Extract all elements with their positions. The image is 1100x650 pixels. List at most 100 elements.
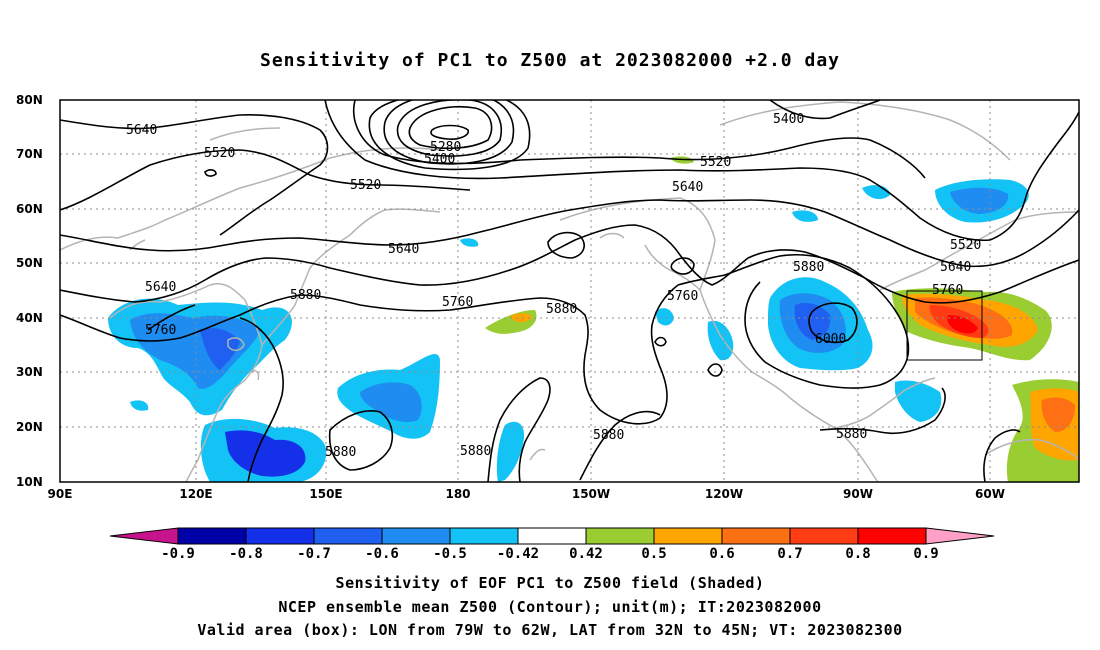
lon-label: 120W [705, 487, 743, 501]
lon-label: 180 [445, 487, 470, 501]
colorbar-swatch [857, 527, 927, 545]
contour-small-2 [670, 257, 695, 275]
colorbar-swatch [381, 527, 451, 545]
plot-border [59, 99, 1080, 483]
contour-label: 5760 [932, 283, 963, 298]
colorbar-label: -0.8 [229, 546, 263, 562]
neg-region-hawaii-north [655, 308, 674, 326]
lat-label: 30N [16, 365, 43, 379]
contour-label: 5520 [204, 146, 235, 161]
caption-line-3: Valid area (box): LON from 79W to 62W, L… [197, 621, 903, 639]
neg-region-small-4 [460, 238, 479, 247]
lon-labels: 90E 120E 150E 180 150W 120W 90W 60W [48, 487, 1005, 501]
contour-label: 5640 [388, 242, 419, 257]
lon-label: 90E [48, 487, 73, 501]
lat-labels: 80N 70N 60N 50N 40N 30N 20N 10N [16, 93, 43, 489]
contour-label: 5880 [460, 444, 491, 459]
neg-region-philippines-core [225, 430, 306, 477]
contour-small-1 [547, 231, 585, 259]
pos-region-atlantic-peak [947, 315, 978, 334]
lat-label: 50N [16, 256, 43, 270]
contour-5520-a [324, 100, 1079, 242]
contour-label-group: 5640 5520 5280 5400 5520 5640 5400 5520 … [126, 112, 981, 460]
valid-area-box [906, 290, 983, 361]
lat-label: 40N [16, 311, 43, 325]
colorbar-swatch [585, 527, 655, 545]
colorbar-swatch [721, 527, 791, 545]
colorbar-label: -0.7 [297, 546, 331, 562]
pos-region-east-atlantic-high [1041, 397, 1075, 432]
lon-label: 90W [843, 487, 873, 501]
neg-region-small-2 [792, 210, 818, 222]
contour-5520-c [204, 169, 217, 177]
contour-5280-center [430, 124, 469, 140]
caption-line-2: NCEP ensemble mean Z500 (Contour); unit(… [278, 598, 822, 616]
contour-5880-a [60, 284, 679, 425]
contour-label: 5640 [126, 123, 157, 138]
contour-5880-b [677, 253, 910, 389]
contour-5400-ne [769, 100, 881, 120]
contour-label: 5520 [950, 238, 981, 253]
contour-label: 5520 [350, 178, 381, 193]
neg-region-baja [707, 320, 734, 361]
neg-region-caribbean [895, 380, 942, 422]
contour-label: 5640 [145, 280, 176, 295]
contour-label: 5760 [145, 323, 176, 338]
colorbar-swatch [313, 527, 383, 545]
contour-small-4 [707, 363, 723, 377]
contour-label: 5880 [546, 302, 577, 317]
lon-label: 150W [572, 487, 610, 501]
lat-label: 10N [16, 475, 43, 489]
lon-label: 150E [309, 487, 342, 501]
contour-label: 5640 [672, 180, 703, 195]
neg-region-us-central-deep [794, 303, 831, 340]
colorbar-swatch [177, 527, 247, 545]
colorbar-label: 0.8 [845, 546, 870, 562]
colorbar-swatch [449, 527, 519, 545]
contour-label: 5880 [593, 428, 624, 443]
contour-5520-b [60, 149, 471, 211]
lat-label: 80N [16, 93, 43, 107]
caption-line-1: Sensitivity of EOF PC1 to Z500 field (Sh… [335, 574, 765, 592]
contour-5280-ring [408, 106, 493, 150]
neg-region-dateline [496, 421, 525, 482]
colorbar-label: -0.6 [365, 546, 399, 562]
colorbar-low-end [109, 527, 179, 545]
contour-label: 5880 [793, 260, 824, 275]
colorbar-label: -0.5 [433, 546, 467, 562]
contour-5760-a [60, 224, 1079, 304]
colorbar-label: 0.9 [913, 546, 938, 562]
contour-5880-d [328, 410, 394, 471]
contour-label: 5880 [325, 445, 356, 460]
contour-5400-low [368, 100, 531, 171]
colorbar-swatch [653, 527, 723, 545]
contour-label: 5880 [836, 427, 867, 442]
neg-region-small-3 [130, 400, 149, 411]
colorbar-high-end [925, 527, 995, 545]
colorbar-label: -0.42 [497, 546, 539, 562]
contour-label: 5760 [442, 295, 473, 310]
contour-5880-g [819, 387, 946, 435]
contour-5760-b [147, 304, 196, 331]
colorbar-label: 0.7 [777, 546, 802, 562]
contour-label: 5880 [290, 288, 321, 303]
colorbar-label: 0.42 [569, 546, 603, 562]
lon-label: 60W [975, 487, 1005, 501]
colorbar-swatch [517, 527, 587, 545]
contour-label: 5280 [430, 140, 461, 155]
lat-label: 60N [16, 202, 43, 216]
contour-label: 5400 [773, 112, 804, 127]
colorbar [109, 527, 995, 545]
contour-label: 6000 [815, 332, 846, 347]
contour-label: 5760 [667, 289, 698, 304]
colorbar-swatch [789, 527, 859, 545]
contour-inner-1 [396, 100, 502, 157]
contour-label: 5520 [700, 155, 731, 170]
pos-region-pacific-core [510, 313, 532, 323]
contour-small-3 [654, 336, 667, 347]
colorbar-label: 0.6 [709, 546, 734, 562]
map-title: Sensitivity of PC1 to Z500 at 2023082000… [259, 50, 840, 71]
contour-5640-b [60, 199, 1079, 268]
shaded-sensitivity [108, 156, 1079, 482]
